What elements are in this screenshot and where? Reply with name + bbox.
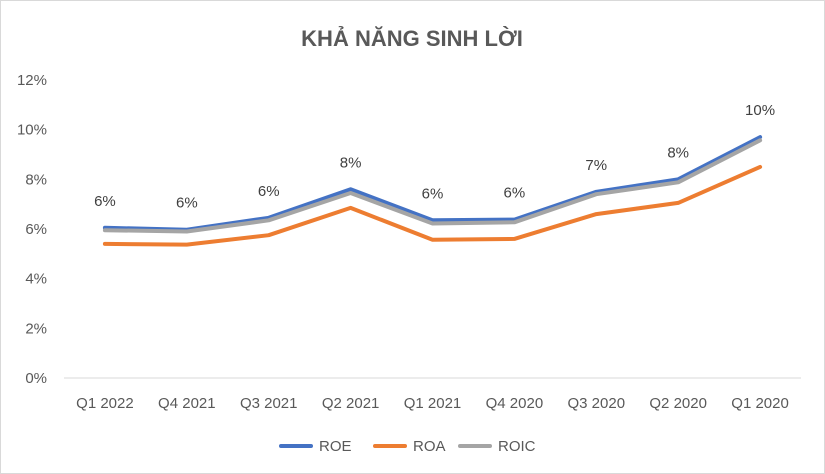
y-tick-label: 0% bbox=[25, 370, 47, 387]
series-lines bbox=[102, 135, 763, 247]
y-tick-label: 10% bbox=[17, 122, 47, 139]
x-tick-label: Q2 2021 bbox=[322, 395, 380, 412]
data-label: 6% bbox=[504, 185, 526, 202]
legend-label-roa: ROA bbox=[413, 438, 446, 455]
data-label: 6% bbox=[258, 183, 280, 200]
x-tick-label: Q2 2020 bbox=[649, 395, 707, 412]
y-tick-label: 8% bbox=[25, 171, 47, 188]
data-label: 8% bbox=[340, 154, 362, 171]
data-label: 8% bbox=[667, 144, 689, 161]
x-tick-label: Q4 2020 bbox=[486, 395, 544, 412]
x-tick-label: Q1 2022 bbox=[76, 395, 134, 412]
series-line-roe bbox=[102, 135, 763, 232]
x-tick-label: Q1 2020 bbox=[731, 395, 789, 412]
data-label: 6% bbox=[422, 185, 444, 202]
chart-title: KHẢ NĂNG SINH LỜI bbox=[301, 26, 523, 51]
data-label: 6% bbox=[94, 193, 116, 210]
series-line-roic bbox=[102, 138, 763, 234]
data-label: 10% bbox=[745, 102, 775, 119]
data-label: 7% bbox=[585, 157, 607, 174]
data-labels: 6% 6% 6% 8% 6% 6% 7% 8% 10% bbox=[94, 102, 775, 212]
x-tick-label: Q3 2020 bbox=[568, 395, 626, 412]
series-line-roa bbox=[102, 164, 763, 247]
y-tick-label: 6% bbox=[25, 221, 47, 238]
x-tick-label: Q3 2021 bbox=[240, 395, 298, 412]
legend-label-roic: ROIC bbox=[498, 438, 536, 455]
y-tick-label: 2% bbox=[25, 320, 47, 337]
legend: ROE ROA ROIC bbox=[279, 438, 536, 455]
legend-label-roe: ROE bbox=[319, 438, 352, 455]
y-tick-label: 12% bbox=[17, 72, 47, 89]
y-tick-label: 4% bbox=[25, 271, 47, 288]
x-axis-ticks: Q1 2022 Q4 2021 Q3 2021 Q2 2021 Q1 2021 Q4 20… bbox=[76, 395, 789, 412]
x-tick-label: Q1 2021 bbox=[404, 395, 462, 412]
x-tick-label: Q4 2021 bbox=[158, 395, 216, 412]
y-axis-ticks: 0% 2% 4% 6% 8% 10% 12% bbox=[17, 72, 47, 387]
data-label: 6% bbox=[176, 195, 198, 212]
